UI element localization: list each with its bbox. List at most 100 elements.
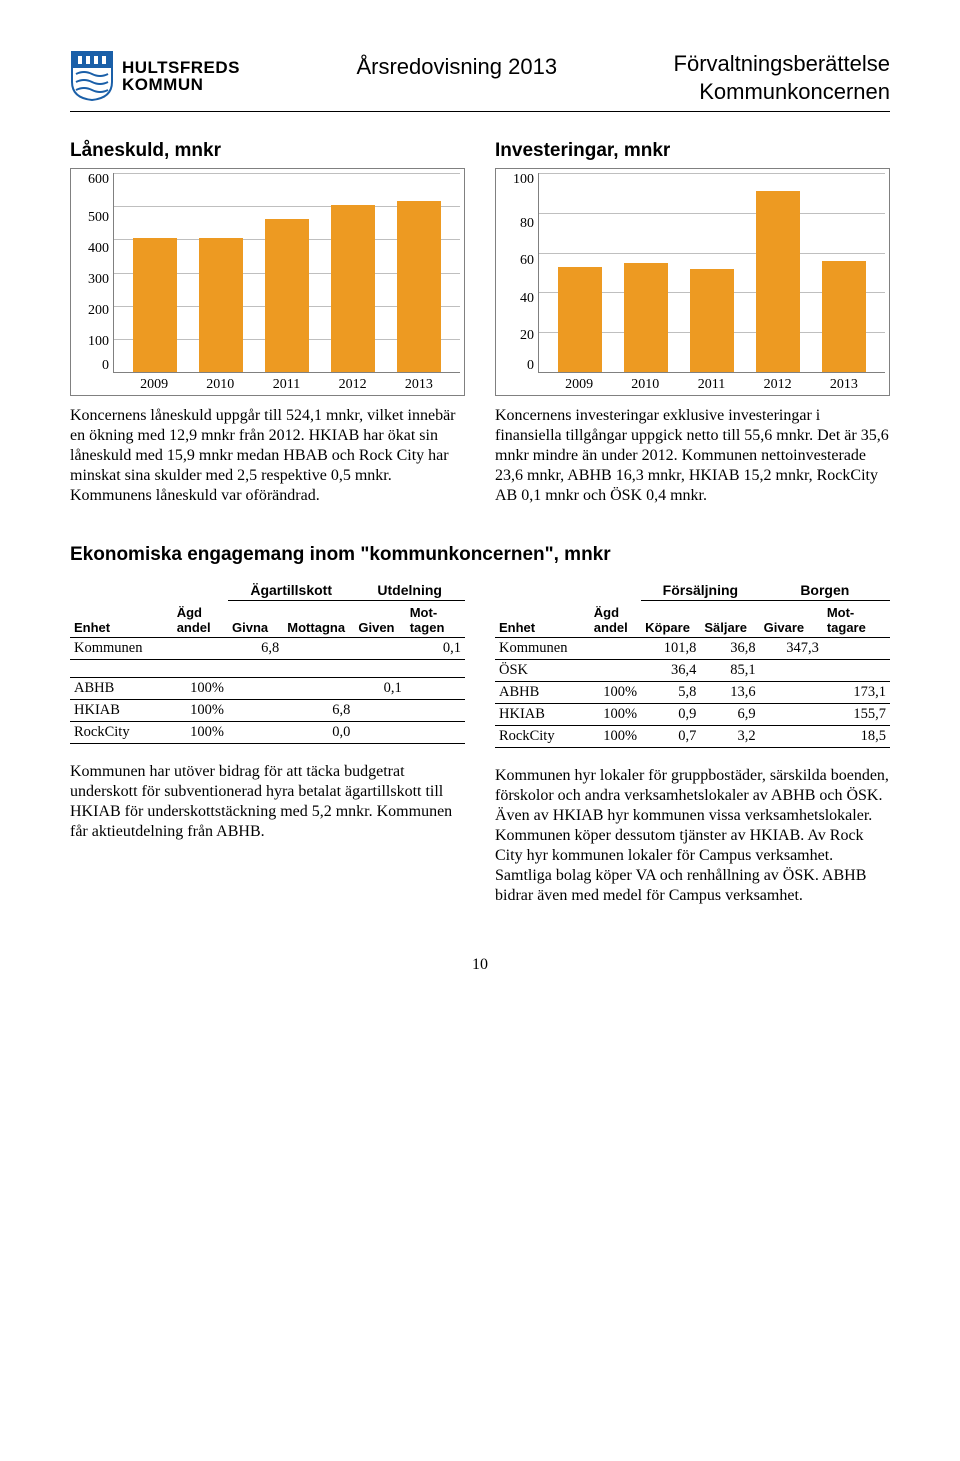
cell — [406, 678, 465, 700]
tl-h-c3: Given — [354, 601, 405, 638]
ytick-label: 20 — [500, 329, 534, 343]
tr-h-c1: Köpare — [641, 601, 700, 638]
table-row: Kommunen 101,836,8347,3 — [495, 638, 890, 660]
para-right: Koncernens investeringar exklusive inves… — [495, 406, 890, 506]
tr-group1: Försäljning — [641, 580, 760, 601]
cell: 5,8 — [641, 682, 700, 704]
table-row: HKIAB100%0,96,9155,7 — [495, 704, 890, 726]
cell: 100% — [173, 678, 228, 700]
cell: 101,8 — [641, 638, 700, 660]
grid-line — [539, 213, 885, 214]
bar — [331, 205, 375, 372]
econ-section-title: Ekonomiska engagemang inom "kommunkoncer… — [70, 544, 890, 566]
grid-line — [539, 173, 885, 174]
cell: 3,2 — [700, 726, 759, 748]
page-header: HULTSFREDS KOMMUN Årsredovisning 2013 Fö… — [70, 50, 890, 112]
ytick-label: 0 — [500, 359, 534, 373]
cell: 85,1 — [700, 660, 759, 682]
bar — [397, 201, 441, 372]
logo-line1: HULTSFREDS — [122, 59, 240, 76]
bar — [265, 219, 309, 372]
cell: ABHB — [70, 678, 173, 700]
cell: HKIAB — [495, 704, 590, 726]
logo-block: HULTSFREDS KOMMUN — [70, 50, 240, 102]
cell — [283, 638, 354, 660]
cell: 0,0 — [283, 722, 354, 744]
chart-right-plot — [538, 173, 885, 373]
page-number: 10 — [70, 956, 890, 974]
municipality-crest-icon — [70, 50, 114, 102]
para-left: Koncernens låneskuld uppgår till 524,1 m… — [70, 406, 465, 506]
table-row: RockCity100%0,73,218,5 — [495, 726, 890, 748]
table-right: Försäljning Borgen Enhet Ägd andel Köpar… — [495, 580, 890, 748]
xtick-label: 2010 — [623, 377, 667, 393]
cell: RockCity — [70, 722, 173, 744]
logo-text: HULTSFREDS KOMMUN — [122, 59, 240, 93]
cell: 0,1 — [354, 678, 405, 700]
cell: Kommunen — [70, 638, 173, 660]
header-right-line1: Förvaltningsberättelse — [674, 50, 890, 78]
ytick-label: 0 — [75, 359, 109, 373]
cell: 36,8 — [700, 638, 759, 660]
ytick-label: 600 — [75, 173, 109, 187]
cell: 100% — [590, 682, 641, 704]
cell: HKIAB — [70, 700, 173, 722]
bar — [690, 269, 734, 372]
bar — [199, 238, 243, 372]
cell — [823, 638, 890, 660]
cell — [590, 660, 641, 682]
logo-line2: KOMMUN — [122, 76, 240, 93]
cell — [760, 682, 823, 704]
grid-line — [539, 253, 885, 254]
cell: 100% — [173, 700, 228, 722]
tr-h-enhet: Enhet — [495, 601, 590, 638]
tr-h-c2: Säljare — [700, 601, 759, 638]
table-row — [70, 660, 465, 678]
table-row: Kommunen6,80,1 — [70, 638, 465, 660]
cell: 100% — [590, 704, 641, 726]
cell: 155,7 — [823, 704, 890, 726]
cell — [823, 660, 890, 682]
cell — [760, 726, 823, 748]
bar — [756, 191, 800, 372]
cell — [354, 638, 405, 660]
xtick-label: 2012 — [331, 377, 375, 393]
header-right-line2: Kommunkoncernen — [674, 78, 890, 106]
cell: 100% — [173, 722, 228, 744]
chart-left-title: Låneskuld, mnkr — [70, 140, 465, 162]
ytick-label: 400 — [75, 242, 109, 256]
cell — [760, 704, 823, 726]
cell: 0,9 — [641, 704, 700, 726]
xtick-label: 2013 — [397, 377, 441, 393]
cell: RockCity — [495, 726, 590, 748]
tr-h-c4: Mot-tagare — [823, 601, 890, 638]
xtick-label: 2013 — [822, 377, 866, 393]
chart-left-yaxis: 6005004003002001000 — [75, 173, 113, 373]
cell — [354, 722, 405, 744]
cell: 36,4 — [641, 660, 700, 682]
tl-h-c4: Mot-tagen — [406, 601, 465, 638]
ytick-label: 80 — [500, 217, 534, 231]
tl-h-agd: Ägd andel — [173, 601, 228, 638]
header-right: Förvaltningsberättelse Kommunkoncernen — [674, 50, 890, 105]
cell: 18,5 — [823, 726, 890, 748]
chart-right-xaxis: 20092010201120122013 — [538, 373, 885, 393]
tl-group1: Ägartillskott — [228, 580, 354, 601]
chart-right: 100806040200 20092010201120122013 — [495, 168, 890, 396]
ytick-label: 100 — [75, 335, 109, 349]
bar — [624, 263, 668, 372]
cell: 13,6 — [700, 682, 759, 704]
cell: 347,3 — [760, 638, 823, 660]
cell: Kommunen — [495, 638, 590, 660]
cell: 0,7 — [641, 726, 700, 748]
ytick-label: 300 — [75, 273, 109, 287]
cell — [590, 638, 641, 660]
ytick-label: 100 — [500, 173, 534, 187]
chart-right-yaxis: 100806040200 — [500, 173, 538, 373]
cell: ÖSK — [495, 660, 590, 682]
cell — [283, 678, 354, 700]
tl-h-c2: Mottagna — [283, 601, 354, 638]
table-row: RockCity100% 0,0 — [70, 722, 465, 744]
table-left: Ägartillskott Utdelning Enhet Ägd andel … — [70, 580, 465, 744]
cell: 6,8 — [228, 638, 283, 660]
